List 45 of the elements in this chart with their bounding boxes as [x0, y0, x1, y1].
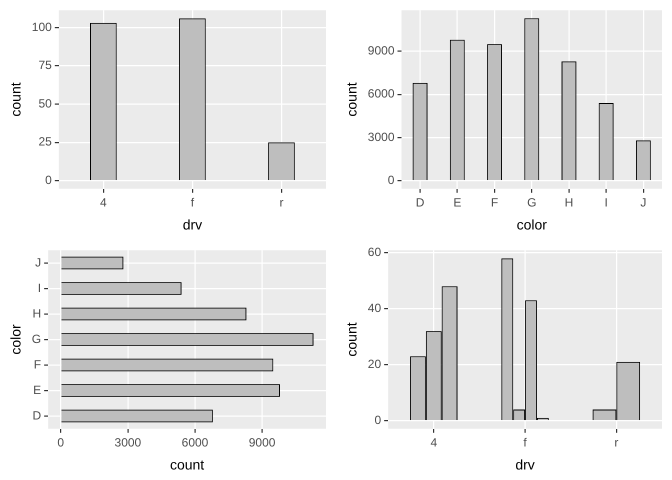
y-tick-label: 3000 [368, 130, 395, 144]
x-axis-title: count [170, 456, 204, 472]
x-axis-title: drv [182, 216, 202, 232]
y-tick-label: 20 [368, 357, 382, 372]
x-tick-label: 4 [430, 435, 438, 450]
y-axis-title: count [343, 322, 360, 357]
y-tick-label: 100 [32, 20, 52, 34]
y-tick-label: F [34, 357, 42, 372]
y-tick-label: E [33, 382, 42, 397]
y-tick-label: I [38, 280, 42, 295]
x-axis-title: color [516, 216, 548, 232]
y-tick-label: 25 [38, 134, 52, 149]
x-tick-label: 6000 [182, 435, 209, 450]
y-tick-label: 40 [368, 301, 382, 316]
x-tick-label: I [604, 195, 608, 210]
y-tick-label: H [32, 306, 42, 320]
x-tick-label: 4 [100, 195, 108, 210]
y-axis-title: color [7, 324, 24, 355]
y-axis-title: count [7, 82, 24, 117]
x-tick-label: r [614, 435, 618, 450]
y-tick-label: J [35, 255, 42, 270]
x-tick-label: F [490, 195, 498, 210]
x-tick-label: 9000 [248, 435, 276, 450]
y-tick-label: 9000 [368, 44, 395, 58]
x-tick-label: G [527, 195, 536, 210]
y-tick-label: D [32, 408, 42, 422]
x-tick-label: r [279, 195, 284, 210]
y-axis-title: count [343, 82, 360, 117]
x-tick-label: 3000 [114, 435, 142, 450]
y-tick-label: 0 [388, 172, 395, 187]
y-tick-label: 50 [38, 96, 52, 110]
y-tick-label: 75 [38, 58, 52, 72]
x-tick-label: H [564, 195, 574, 210]
y-tick-label: 0 [45, 172, 52, 187]
y-tick-label: G [32, 332, 42, 346]
y-tick-label: 6000 [368, 86, 395, 101]
y-tick-label: 0 [374, 412, 382, 427]
x-tick-label: J [640, 195, 646, 210]
x-tick-label: D [416, 195, 425, 210]
x-axis-title: drv [515, 456, 535, 472]
x-tick-label: f [190, 195, 195, 210]
x-tick-label: f [523, 435, 528, 450]
y-tick-label: 60 [368, 245, 382, 260]
x-tick-label: 0 [57, 435, 64, 450]
x-tick-label: E [453, 195, 462, 210]
